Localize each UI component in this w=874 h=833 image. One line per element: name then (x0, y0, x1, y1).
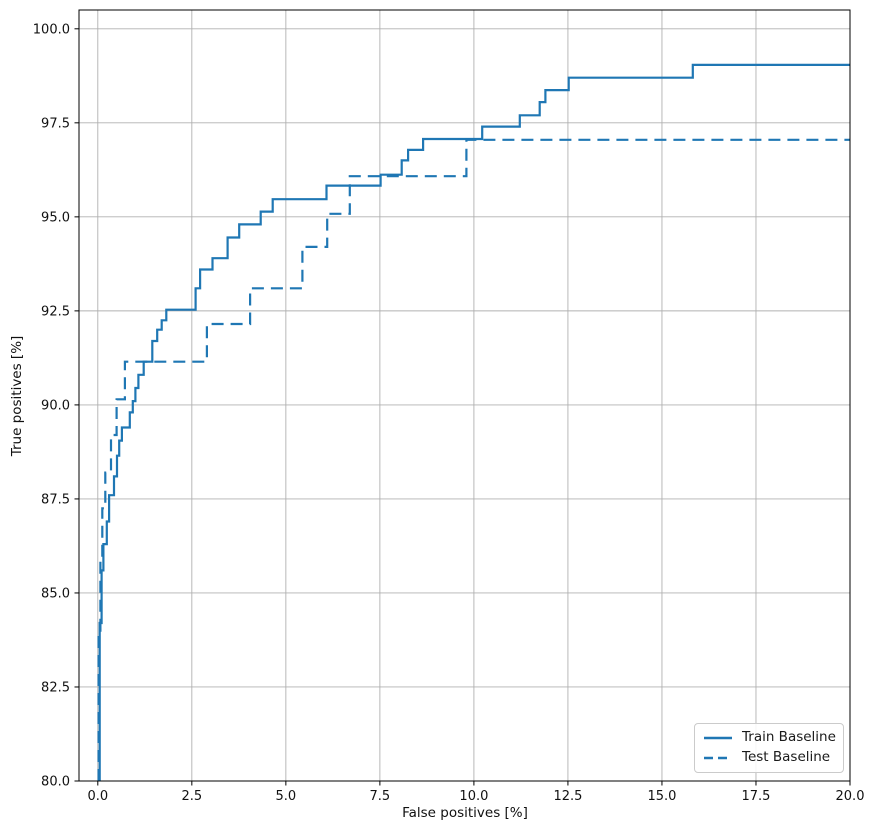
y-tick-label: 100.0 (33, 22, 70, 37)
legend-item-train-baseline: Train Baseline (703, 729, 836, 746)
x-tick-label: 5.0 (276, 789, 297, 804)
y-tick-label: 97.5 (41, 116, 70, 131)
x-tick-label: 2.5 (181, 789, 202, 804)
y-tick-label: 90.0 (41, 398, 70, 413)
axes-spines (78, 9, 851, 782)
solid-line-swatch-icon (704, 736, 732, 740)
grid (79, 10, 851, 782)
x-tick-label: 0.0 (87, 789, 108, 804)
y-tick-label: 92.5 (41, 304, 70, 319)
y-tick-label: 95.0 (41, 210, 70, 225)
series-group (97, 63, 850, 781)
ticks: 0.0 2.5 5.0 7.5 10.0 12.5 15.0 17.5 20.0 80.0 82.5… (33, 22, 865, 804)
x-tick-label: 17.5 (741, 789, 770, 804)
dashed-line-swatch-icon (704, 756, 732, 760)
y-tick-label: 85.0 (41, 586, 70, 601)
x-tick-label: 20.0 (836, 789, 865, 804)
curve-train-baseline (98, 63, 850, 781)
x-tick-label: 15.0 (647, 789, 676, 804)
legend-label-test-baseline: Test Baseline (742, 749, 831, 766)
legend-item-test-baseline: Test Baseline (703, 751, 835, 765)
legend: Train Baseline Test Baseline (694, 723, 844, 773)
curve-test-baseline (97, 138, 850, 781)
x-axis-label: False positives [%] (402, 805, 528, 821)
y-axis-label: True positives [%] (9, 335, 25, 457)
y-tick-label: 82.5 (41, 680, 70, 695)
x-tick-label: 12.5 (553, 789, 582, 804)
x-tick-label: 7.5 (370, 789, 391, 804)
y-tick-label: 87.5 (41, 492, 70, 507)
y-tick-label: 80.0 (41, 775, 70, 790)
x-tick-label: 10.0 (459, 789, 488, 804)
legend-label-train-baseline: Train Baseline (742, 729, 836, 746)
